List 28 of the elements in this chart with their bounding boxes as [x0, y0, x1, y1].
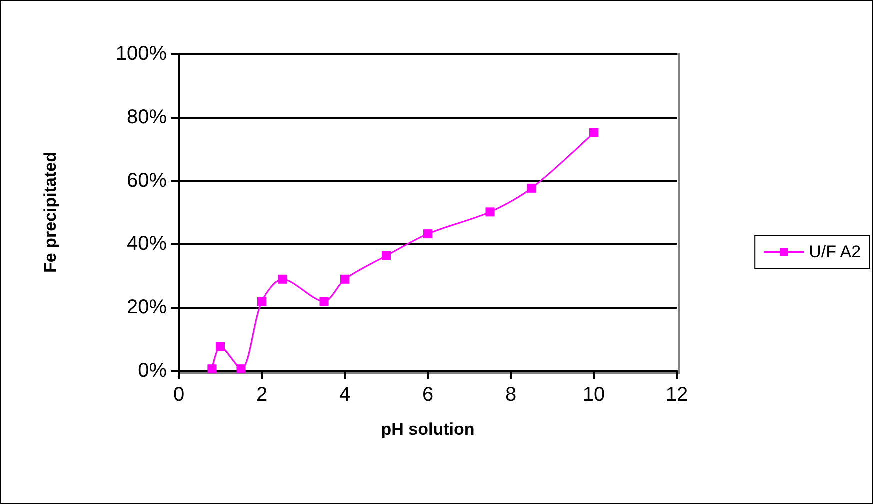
point: [208, 364, 217, 374]
point: [340, 274, 350, 284]
x-tick-label: 0: [173, 384, 185, 406]
legend-label: U/F A2: [809, 242, 862, 262]
point: [236, 364, 246, 374]
point: [424, 230, 432, 239]
x-tick-label: 10: [582, 384, 606, 406]
point: [216, 342, 225, 352]
y-axis-title: Fe precipitated: [41, 152, 60, 273]
x-axis-title: pH solution: [381, 420, 475, 439]
point: [278, 274, 288, 284]
point: [590, 128, 598, 138]
y-tick-label: 80%: [126, 106, 168, 128]
x-tick-label: 2: [256, 384, 268, 406]
y-tick-label: 20%: [126, 296, 168, 319]
point: [486, 208, 495, 217]
point: [382, 251, 391, 260]
y-tick-label: 100%: [116, 43, 168, 65]
y-tick-label: 0%: [138, 360, 168, 382]
y-tick-label: 60%: [126, 170, 168, 192]
y-tick-label: 40%: [126, 233, 168, 256]
x-tick-label: 4: [339, 384, 351, 406]
point: [320, 297, 329, 306]
x-tick-label: 12: [666, 384, 688, 406]
point: [258, 297, 266, 306]
x-tick-label: 6: [422, 384, 434, 406]
x-tick-label: 8: [505, 384, 517, 406]
point: [527, 184, 536, 193]
